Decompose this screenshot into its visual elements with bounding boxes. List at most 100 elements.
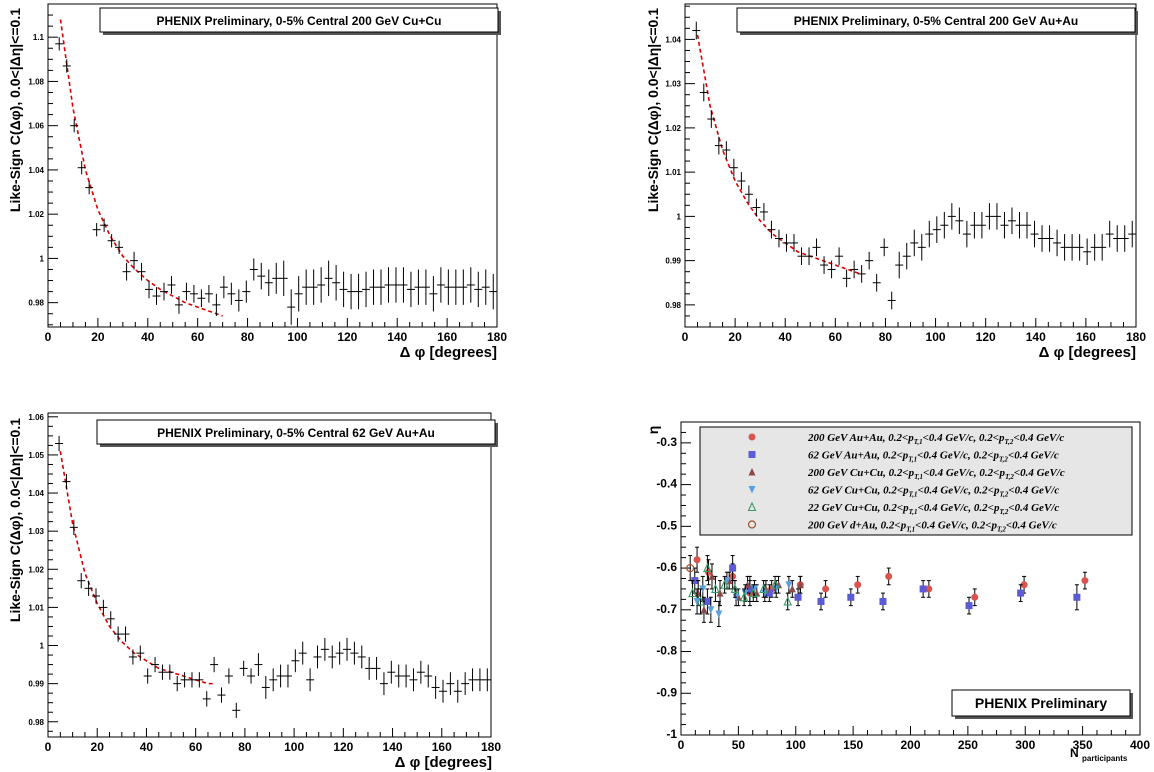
- data-point: [137, 262, 146, 281]
- data-point: [77, 573, 86, 589]
- data-point: [391, 267, 400, 303]
- x-tick-label: 80: [241, 330, 255, 344]
- data-point: [309, 269, 318, 305]
- data-point: [1000, 211, 1009, 239]
- data-point: [962, 220, 971, 248]
- x-tick-label: 60: [829, 330, 843, 344]
- panel-auau-62: 0 20 40 60 80 100 120 140 160 180 0.98 0.99 1 1.01 1.0…: [7, 412, 501, 771]
- y-tick-label: 1.05: [28, 451, 44, 460]
- x-tick-label: 40: [141, 330, 155, 344]
- data-point: [377, 269, 386, 305]
- y-tick-label: -0.8: [656, 644, 677, 658]
- legend-label: 22 GeV Cu+Cu, 0.2<pT,1<0.4 GeV/c, 0.2<pT…: [807, 502, 1059, 516]
- marker-triangle-down: [723, 577, 731, 585]
- data-point: [357, 645, 366, 669]
- legend-label: 200 GeV Cu+Cu, 0.2<pT,1<0.4 GeV/c, 0.2<p…: [807, 467, 1065, 481]
- y-tick-label: 0.98: [28, 718, 44, 727]
- y-tick-label: -0.7: [656, 602, 677, 616]
- data-point: [1120, 225, 1129, 252]
- data-point: [212, 293, 221, 316]
- marker-circle: [1081, 577, 1089, 585]
- y-tick-label: 0.99: [28, 680, 44, 689]
- legend-label: 200 GeV Au+Au, 0.2<pT,1<0.4 GeV/c, 0.2<p…: [807, 432, 1064, 446]
- marker-triangle-down: [715, 610, 723, 618]
- x-tick-label: 100: [786, 738, 806, 752]
- data-point: [167, 276, 176, 294]
- marker-triangle-up: [694, 589, 702, 597]
- data-point: [770, 575, 780, 594]
- x-tick-label: 60: [189, 740, 203, 754]
- data-point: [783, 592, 793, 611]
- marker-circle: [885, 572, 893, 580]
- x-axis-label-subscript: participants: [1082, 754, 1128, 763]
- x-axis-label: N: [1070, 746, 1079, 760]
- x-tick-label: 300: [1015, 738, 1035, 752]
- data-point: [925, 580, 933, 598]
- data-point: [1068, 234, 1077, 261]
- y-tick-label: 1.01: [28, 603, 44, 612]
- data-point: [100, 218, 109, 232]
- y-axis-label: Like-Sign C(Δφ), 0.0<|Δη|<=0.1: [7, 8, 23, 212]
- data-point: [887, 291, 896, 310]
- data-point: [765, 584, 773, 602]
- data-point: [822, 580, 830, 598]
- x-tick-label: 100: [284, 740, 304, 754]
- data-point: [294, 276, 303, 312]
- marker-square: [1073, 593, 1081, 601]
- panel-eta-vs-npart: 0 50 100 150 200 250 300 350 400 -1 -0.9 -0.8 -0.7 -0…: [645, 421, 1150, 763]
- data-point: [350, 641, 359, 665]
- y-tick-label: 1.03: [665, 80, 681, 89]
- data-point: [752, 198, 761, 217]
- panel-title: PHENIX Preliminary, 0-5% Central 200 GeV…: [794, 14, 1078, 28]
- data-point: [439, 679, 448, 703]
- marker-square: [703, 597, 711, 605]
- data-point: [224, 668, 233, 684]
- data-point: [234, 289, 243, 312]
- data-point: [474, 271, 483, 308]
- data-point: [872, 273, 881, 292]
- x-tick-label: 60: [191, 330, 205, 344]
- data-point: [1030, 220, 1039, 248]
- marker-triangle-down: [707, 606, 715, 614]
- panel-title: PHENIX Preliminary, 0-5% Central 200 GeV…: [157, 14, 442, 28]
- data-point: [77, 161, 86, 175]
- marker-square: [817, 597, 825, 605]
- data-point: [703, 588, 711, 615]
- title-box: [951, 689, 1131, 717]
- data-point: [99, 599, 108, 616]
- panel-title: PHENIX Preliminary: [975, 695, 1107, 711]
- data-point: [1023, 211, 1032, 239]
- data-point: [106, 611, 115, 627]
- data-point: [217, 687, 226, 703]
- data-point: [55, 37, 64, 51]
- plot-frame: [684, 3, 1137, 328]
- data-point: [444, 269, 453, 305]
- data-point: [399, 267, 408, 303]
- data-point: [965, 596, 973, 615]
- data-point: [782, 234, 791, 252]
- data-point: [741, 584, 749, 602]
- x-tick-label: 0: [45, 740, 52, 754]
- data-point: [1038, 225, 1047, 252]
- x-tick-label: 120: [976, 330, 996, 344]
- data-point: [317, 267, 326, 303]
- data-point: [159, 282, 168, 301]
- y-tick-label: -0.3: [656, 435, 677, 449]
- data-point: [1128, 220, 1137, 248]
- data-point: [219, 276, 228, 299]
- data-point: [947, 203, 956, 230]
- title-box: [736, 7, 1136, 33]
- data-point: [693, 546, 701, 573]
- data-point: [261, 676, 270, 699]
- y-tick-label: -0.6: [656, 560, 677, 574]
- data-point: [424, 664, 433, 688]
- data-point: [84, 580, 93, 596]
- y-tick-label: -1: [666, 727, 677, 741]
- data-point: [1053, 229, 1062, 257]
- data-point: [708, 563, 716, 590]
- x-axis-label: Δ φ [degrees]: [1039, 344, 1136, 361]
- data-point: [788, 580, 796, 598]
- y-tick-label: -0.4: [656, 477, 677, 491]
- data-point: [703, 555, 712, 582]
- x-tick-label: 80: [879, 330, 893, 344]
